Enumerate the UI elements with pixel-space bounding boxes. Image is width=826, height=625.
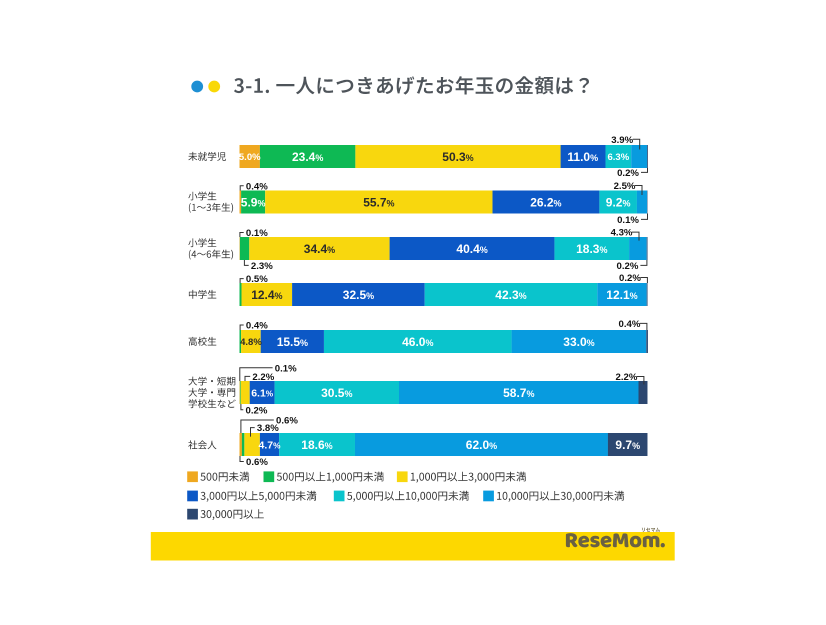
svg-text:15.5%: 15.5% bbox=[277, 335, 308, 349]
svg-text:46.0%: 46.0% bbox=[402, 335, 433, 349]
svg-text:18.6%: 18.6% bbox=[301, 438, 332, 452]
svg-text:12.1%: 12.1% bbox=[606, 288, 637, 302]
svg-text:18.3%: 18.3% bbox=[576, 242, 607, 256]
svg-text:58.7%: 58.7% bbox=[503, 386, 534, 400]
svg-text:34.4%: 34.4% bbox=[304, 242, 335, 256]
svg-text:30.5%: 30.5% bbox=[321, 386, 352, 400]
svg-text:9.2%: 9.2% bbox=[606, 195, 631, 209]
svg-text:50.3%: 50.3% bbox=[442, 150, 473, 164]
svg-text:0.1%: 0.1% bbox=[617, 215, 639, 226]
svg-text:11.0%: 11.0% bbox=[567, 150, 598, 164]
svg-text:2.3%: 2.3% bbox=[251, 261, 273, 272]
svg-text:0.6%: 0.6% bbox=[276, 416, 298, 427]
svg-text:55.7%: 55.7% bbox=[363, 195, 394, 209]
svg-text:0.4%: 0.4% bbox=[619, 319, 641, 330]
svg-text:6.3%: 6.3% bbox=[608, 152, 630, 163]
svg-text:0.4%: 0.4% bbox=[246, 321, 268, 332]
svg-text:0.2%: 0.2% bbox=[246, 405, 268, 416]
svg-text:4.3%: 4.3% bbox=[611, 228, 633, 239]
svg-text:3.9%: 3.9% bbox=[611, 135, 633, 146]
svg-text:2.5%: 2.5% bbox=[614, 181, 636, 192]
svg-text:0.1%: 0.1% bbox=[275, 363, 297, 374]
svg-text:2.2%: 2.2% bbox=[616, 372, 638, 383]
svg-text:0.2%: 0.2% bbox=[619, 273, 641, 284]
svg-text:23.4%: 23.4% bbox=[292, 150, 323, 164]
svg-text:0.2%: 0.2% bbox=[617, 168, 639, 179]
svg-text:0.1%: 0.1% bbox=[246, 228, 268, 239]
svg-text:0.2%: 0.2% bbox=[617, 261, 639, 272]
svg-text:9.7%: 9.7% bbox=[615, 438, 640, 452]
svg-text:0.4%: 0.4% bbox=[246, 181, 268, 192]
svg-text:32.5%: 32.5% bbox=[343, 288, 374, 302]
svg-text:0.5%: 0.5% bbox=[246, 274, 268, 285]
svg-text:6.1%: 6.1% bbox=[251, 387, 274, 399]
svg-text:5.9%: 5.9% bbox=[241, 195, 266, 209]
svg-text:12.4%: 12.4% bbox=[251, 288, 282, 302]
svg-text:2.2%: 2.2% bbox=[252, 372, 274, 383]
svg-text:62.0%: 62.0% bbox=[466, 438, 497, 452]
svg-text:33.0%: 33.0% bbox=[563, 335, 594, 349]
svg-text:5.0%: 5.0% bbox=[239, 152, 261, 163]
svg-text:0.6%: 0.6% bbox=[246, 457, 268, 468]
svg-text:40.4%: 40.4% bbox=[456, 242, 487, 256]
svg-text:3.8%: 3.8% bbox=[257, 423, 279, 434]
svg-text:42.3%: 42.3% bbox=[495, 288, 526, 302]
svg-text:4.7%: 4.7% bbox=[259, 439, 282, 451]
svg-text:4.8%: 4.8% bbox=[240, 337, 262, 348]
svg-text:26.2%: 26.2% bbox=[530, 195, 561, 209]
